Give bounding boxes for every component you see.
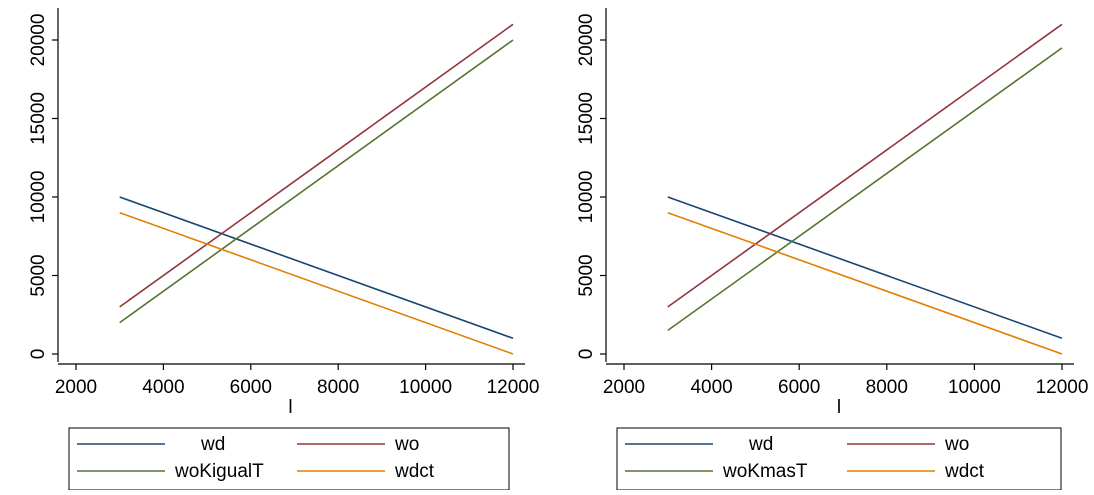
legend-label-wd: wd bbox=[748, 434, 773, 455]
x-tick-label: 2000 bbox=[55, 377, 97, 398]
series-line-wo bbox=[119, 23, 514, 308]
x-tick-label: 4000 bbox=[690, 377, 732, 398]
legend-label-wo: wo bbox=[394, 434, 419, 455]
x-tick-label: 2000 bbox=[603, 377, 645, 398]
plot-area bbox=[64, 8, 525, 362]
series-line-wo bbox=[667, 23, 1063, 308]
y-tick-label: 20000 bbox=[28, 14, 49, 67]
series-line-wokigualt bbox=[119, 39, 514, 324]
y-tick-label: 15000 bbox=[576, 92, 597, 145]
x-axis-title: l bbox=[288, 397, 292, 418]
x-tick-label: 4000 bbox=[142, 377, 184, 398]
chart-panel-1: 0 5000 10000 15000 20000 2000 4000 6000 8000 1000… bbox=[28, 8, 540, 491]
y-tick-label: 0 bbox=[576, 349, 597, 360]
legend-box bbox=[616, 427, 1062, 491]
series-line-wd bbox=[667, 196, 1063, 340]
chart-panel-2: 0 5000 10000 15000 20000 2000 4000 6000 8000 1000… bbox=[576, 8, 1089, 491]
series-line-wokmast bbox=[667, 47, 1063, 332]
x-tick-label: 12000 bbox=[487, 377, 540, 398]
y-tick-label: 10000 bbox=[576, 171, 597, 224]
legend-label-wokigualt: woKigualT bbox=[174, 461, 264, 482]
y-tick-label: 15000 bbox=[28, 92, 49, 145]
legend-label-wdct: wdct bbox=[394, 461, 435, 482]
x-tick-label: 12000 bbox=[1036, 377, 1089, 398]
series-line-wd bbox=[119, 196, 514, 340]
series-line-wdct bbox=[667, 211, 1063, 355]
legend-label-wo: wo bbox=[944, 434, 969, 455]
plot-area bbox=[612, 8, 1074, 362]
x-tick-label: 6000 bbox=[778, 377, 820, 398]
legend-box bbox=[68, 427, 510, 491]
x-tick-label: 6000 bbox=[230, 377, 272, 398]
x-tick-label: 8000 bbox=[317, 377, 359, 398]
y-tick-label: 10000 bbox=[28, 171, 49, 224]
y-tick-label: 20000 bbox=[576, 14, 597, 67]
y-tick-label: 5000 bbox=[28, 254, 49, 296]
legend-label-wd: wd bbox=[200, 434, 225, 455]
x-axis-title: l bbox=[837, 397, 841, 418]
x-tick-label: 10000 bbox=[399, 377, 452, 398]
y-tick-label: 5000 bbox=[576, 254, 597, 296]
y-tick-label: 0 bbox=[28, 349, 49, 360]
x-tick-label: 8000 bbox=[866, 377, 908, 398]
legend-label-wokmast: woKmasT bbox=[722, 461, 808, 482]
x-tick-label: 10000 bbox=[948, 377, 1001, 398]
legend-label-wdct: wdct bbox=[944, 461, 985, 482]
series-line-wdct bbox=[119, 211, 514, 355]
